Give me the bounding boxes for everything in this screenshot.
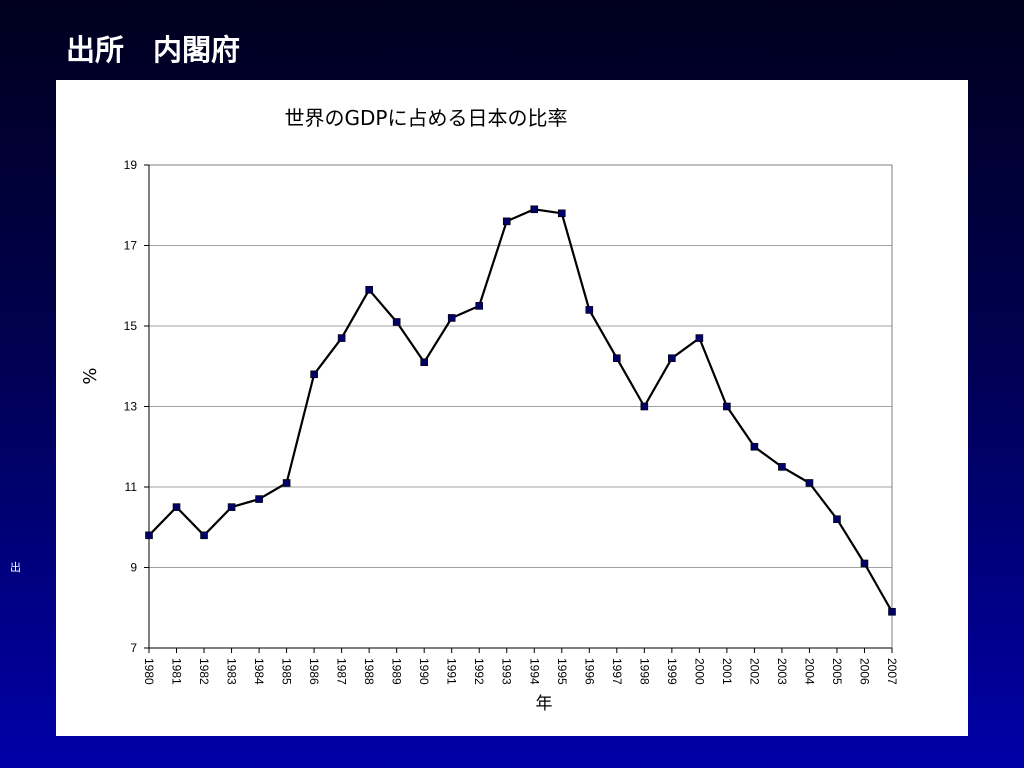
x-tick-label: 1989 <box>390 658 404 685</box>
y-tick-label: 9 <box>130 561 137 575</box>
x-tick-label: 1984 <box>252 658 266 685</box>
data-point-1995 <box>557 209 566 218</box>
x-tick-label: 1993 <box>500 658 514 685</box>
data-point-1999 <box>668 354 676 363</box>
data-point-2003 <box>778 463 786 471</box>
x-tick-label: 2003 <box>775 658 789 685</box>
x-tick-label: 1999 <box>665 658 679 685</box>
y-tick-label: 15 <box>124 319 138 333</box>
y-tick-label: 11 <box>125 480 138 494</box>
x-tick-label: 1986 <box>307 658 321 685</box>
x-tick-label: 2002 <box>747 658 761 685</box>
data-point-2001 <box>723 402 731 411</box>
data-point-1984 <box>255 495 263 503</box>
chart-panel: 7 9 11 13 15 17 19 1980 1981 1982 1983 1984 1985 198… <box>56 80 968 736</box>
chart-title: 世界のGDPに占める日本の比率 <box>284 106 568 130</box>
data-point-1990 <box>420 358 428 367</box>
data-point-2007 <box>888 607 896 616</box>
data-point-1988 <box>365 285 373 294</box>
data-point-1997 <box>613 354 621 363</box>
x-tick-label: 2007 <box>885 658 899 685</box>
x-tick-label: 1991 <box>445 658 459 685</box>
y-tick-label: 13 <box>124 400 138 414</box>
data-point-2002 <box>750 442 759 451</box>
x-tick-labels: 1980 1981 1982 1983 1984 1985 1986 1987 1988 1989… <box>142 658 899 685</box>
y-tick-labels: 7 9 11 13 15 17 19 <box>124 158 138 655</box>
x-tick-label: 2000 <box>692 658 706 685</box>
x-tick-label: 1992 <box>472 658 486 685</box>
data-point-1993 <box>502 217 511 226</box>
x-tick-label: 1982 <box>197 658 211 685</box>
data-point-1981 <box>172 503 181 511</box>
data-point-2006 <box>860 559 869 568</box>
gridlines <box>149 245 892 568</box>
data-point-1980 <box>145 531 153 540</box>
data-point-1996 <box>585 306 594 314</box>
x-tick-label: 1997 <box>610 658 624 685</box>
axes <box>144 164 893 653</box>
y-tick-label: 19 <box>124 158 138 172</box>
y-axis-label: % <box>80 367 101 385</box>
x-tick-label: 1998 <box>637 658 651 685</box>
side-mark: 出 <box>10 561 21 574</box>
x-tick-label: 2004 <box>802 658 816 685</box>
x-tick-label: 1981 <box>170 658 184 685</box>
x-tick-label: 1990 <box>417 658 431 685</box>
series-line <box>148 208 893 613</box>
x-tick-label: 1980 <box>142 658 156 685</box>
data-point-2004 <box>805 479 814 487</box>
data-point-1991 <box>447 314 456 322</box>
data-point-1994 <box>530 205 539 214</box>
x-axis-label: 年 <box>535 694 553 714</box>
data-point-1998 <box>640 402 649 411</box>
data-point-2000 <box>695 334 704 342</box>
x-tick-label: 2005 <box>830 658 844 685</box>
slide-title: 出所 内閣府 <box>66 33 241 67</box>
data-point-1987 <box>337 334 346 342</box>
x-tick-label: 1985 <box>280 658 294 685</box>
x-tick-label: 2001 <box>720 658 734 685</box>
data-point-1986 <box>310 370 318 379</box>
x-tick-label: 1996 <box>582 658 596 685</box>
x-tick-label: 1988 <box>362 658 376 685</box>
data-point-2005 <box>833 515 841 524</box>
data-point-1989 <box>392 318 401 326</box>
data-point-1992 <box>475 302 484 310</box>
data-point-1983 <box>227 503 236 511</box>
x-tick-label: 1995 <box>555 658 569 685</box>
x-tick-label: 1987 <box>335 658 349 685</box>
data-point-1985 <box>282 479 291 487</box>
x-tick-label: 2006 <box>857 658 871 685</box>
x-tick-label: 1994 <box>527 658 541 685</box>
y-tick-label: 7 <box>130 641 137 655</box>
data-point-1982 <box>200 531 208 540</box>
y-tick-label: 17 <box>124 239 138 253</box>
x-tick-label: 1983 <box>225 658 239 685</box>
series-japan-gdp-share <box>145 205 896 616</box>
